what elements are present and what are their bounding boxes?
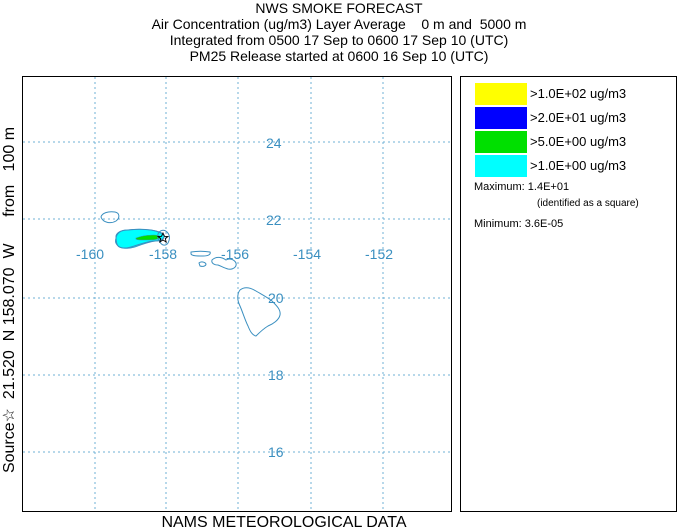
legend-swatch	[475, 83, 527, 105]
lat-label-20: 20	[268, 290, 284, 306]
lat-label-22: 22	[266, 212, 282, 228]
legend-label: >5.0E+00 ug/m3	[530, 134, 627, 149]
legend-swatch	[475, 155, 527, 177]
coastlines	[100, 211, 281, 337]
lat-label-16: 16	[268, 444, 284, 460]
subtitle-release: PM25 Release started at 0600 16 Sep 10 (…	[189, 48, 489, 64]
legend-label: >1.0E+02 ug/m3	[530, 86, 627, 101]
source-location-label: Source☆ 21.520 N 158.070 W from 100 m	[1, 126, 18, 474]
lon-label-152: -152	[365, 246, 393, 262]
coast-hawaii	[237, 287, 281, 337]
lat-label-18: 18	[268, 367, 284, 383]
legend-item: >1.0E+02 ug/m3	[475, 83, 675, 107]
legend-item: >5.0E+00 ug/m3	[475, 131, 675, 155]
coast-niihau	[100, 211, 120, 224]
met-data-label: NAMS METEOROLOGICAL DATA	[161, 514, 407, 531]
maximum-note: (identified as a square)	[537, 198, 639, 209]
lon-label-160: -160	[76, 246, 104, 262]
legend-label: >2.0E+01 ug/m3	[530, 110, 627, 125]
coast-oahu	[157, 229, 170, 246]
minimum-value: Minimum: 3.6E-05	[474, 218, 564, 230]
map-canvas: 24 22 20 18 16 -160 -158 -156 -154 -152	[23, 77, 451, 511]
main-title: NWS SMOKE FORECAST	[255, 0, 423, 16]
map-gridlines	[23, 77, 451, 511]
lon-label-156: -156	[221, 246, 249, 262]
lon-label-158: -158	[149, 246, 177, 262]
lat-label-24: 24	[266, 135, 282, 151]
legend-swatch	[475, 107, 527, 129]
maximum-value: Maximum: 1.4E+01	[474, 181, 570, 193]
subtitle-integration: Integrated from 0500 17 Sep to 0600 17 S…	[169, 32, 509, 48]
latitude-labels: 24 22 20 18 16	[266, 135, 284, 460]
legend-item: >2.0E+01 ug/m3	[475, 107, 675, 131]
coast-maui	[211, 256, 237, 270]
legend-item: >1.0E+00 ug/m3	[475, 155, 675, 179]
lon-label-154: -154	[293, 246, 321, 262]
star-icon	[156, 231, 170, 243]
legend-swatch	[475, 131, 527, 153]
legend-panel: >1.0E+02 ug/m3 >2.0E+01 ug/m3 >5.0E+00 u…	[460, 76, 677, 512]
subtitle-concentration: Air Concentration (ug/m3) Layer Average …	[151, 16, 527, 32]
map-panel: 24 22 20 18 16 -160 -158 -156 -154 -152	[22, 76, 452, 512]
legend-label: >1.0E+00 ug/m3	[530, 158, 627, 173]
coast-lanai	[198, 261, 207, 267]
coast-molokai	[190, 250, 211, 257]
longitude-labels: -160 -158 -156 -154 -152	[76, 246, 393, 262]
header: NWS SMOKE FORECAST Air Concentration (ug…	[0, 0, 678, 64]
